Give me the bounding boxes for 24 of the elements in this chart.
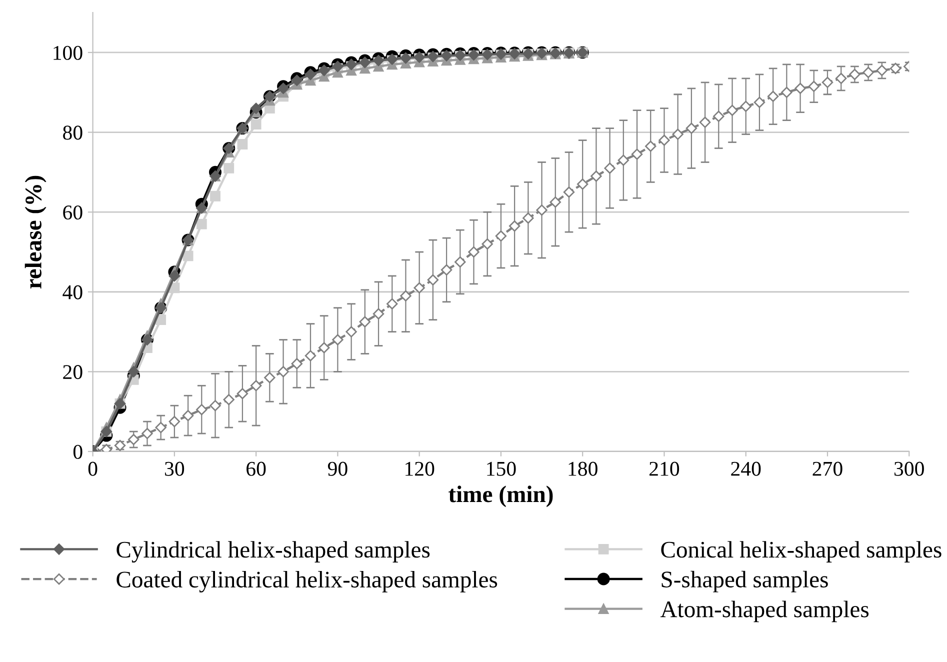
y-axis-title: release (%) <box>24 176 46 289</box>
legend-label: Atom-shaped samples <box>660 600 869 622</box>
x-tick-label: 30 <box>165 462 184 476</box>
y-tick-label: 20 <box>63 365 82 380</box>
legend-label: S-shaped samples <box>662 570 828 592</box>
x-tick-label: 90 <box>328 462 348 476</box>
legend-label: Conical helix-shaped samples <box>661 541 942 562</box>
x-tick-label: 240 <box>731 462 761 476</box>
legend-label: Cylindrical helix-shaped samples <box>116 541 430 563</box>
y-tick-label: 80 <box>63 126 82 140</box>
y-tick-label: 40 <box>62 285 82 300</box>
x-tick-label: 120 <box>406 462 434 476</box>
x-tick-label: 180 <box>568 462 598 476</box>
x-tick-label: 270 <box>812 462 842 476</box>
x-tick-label: 150 <box>487 462 516 476</box>
y-tick-label: 0 <box>73 444 82 459</box>
x-tick-label: 0 <box>88 462 98 476</box>
y-tick-label: 100 <box>54 46 82 60</box>
x-axis-title: time (min) <box>448 486 553 508</box>
x-tick-label: 60 <box>246 462 266 476</box>
x-tick-label: 210 <box>650 462 680 476</box>
y-tick-label: 60 <box>63 205 82 220</box>
legend-label: Coated cylindrical helix-shaped samples <box>116 570 498 592</box>
x-tick-label: 300 <box>894 462 924 476</box>
